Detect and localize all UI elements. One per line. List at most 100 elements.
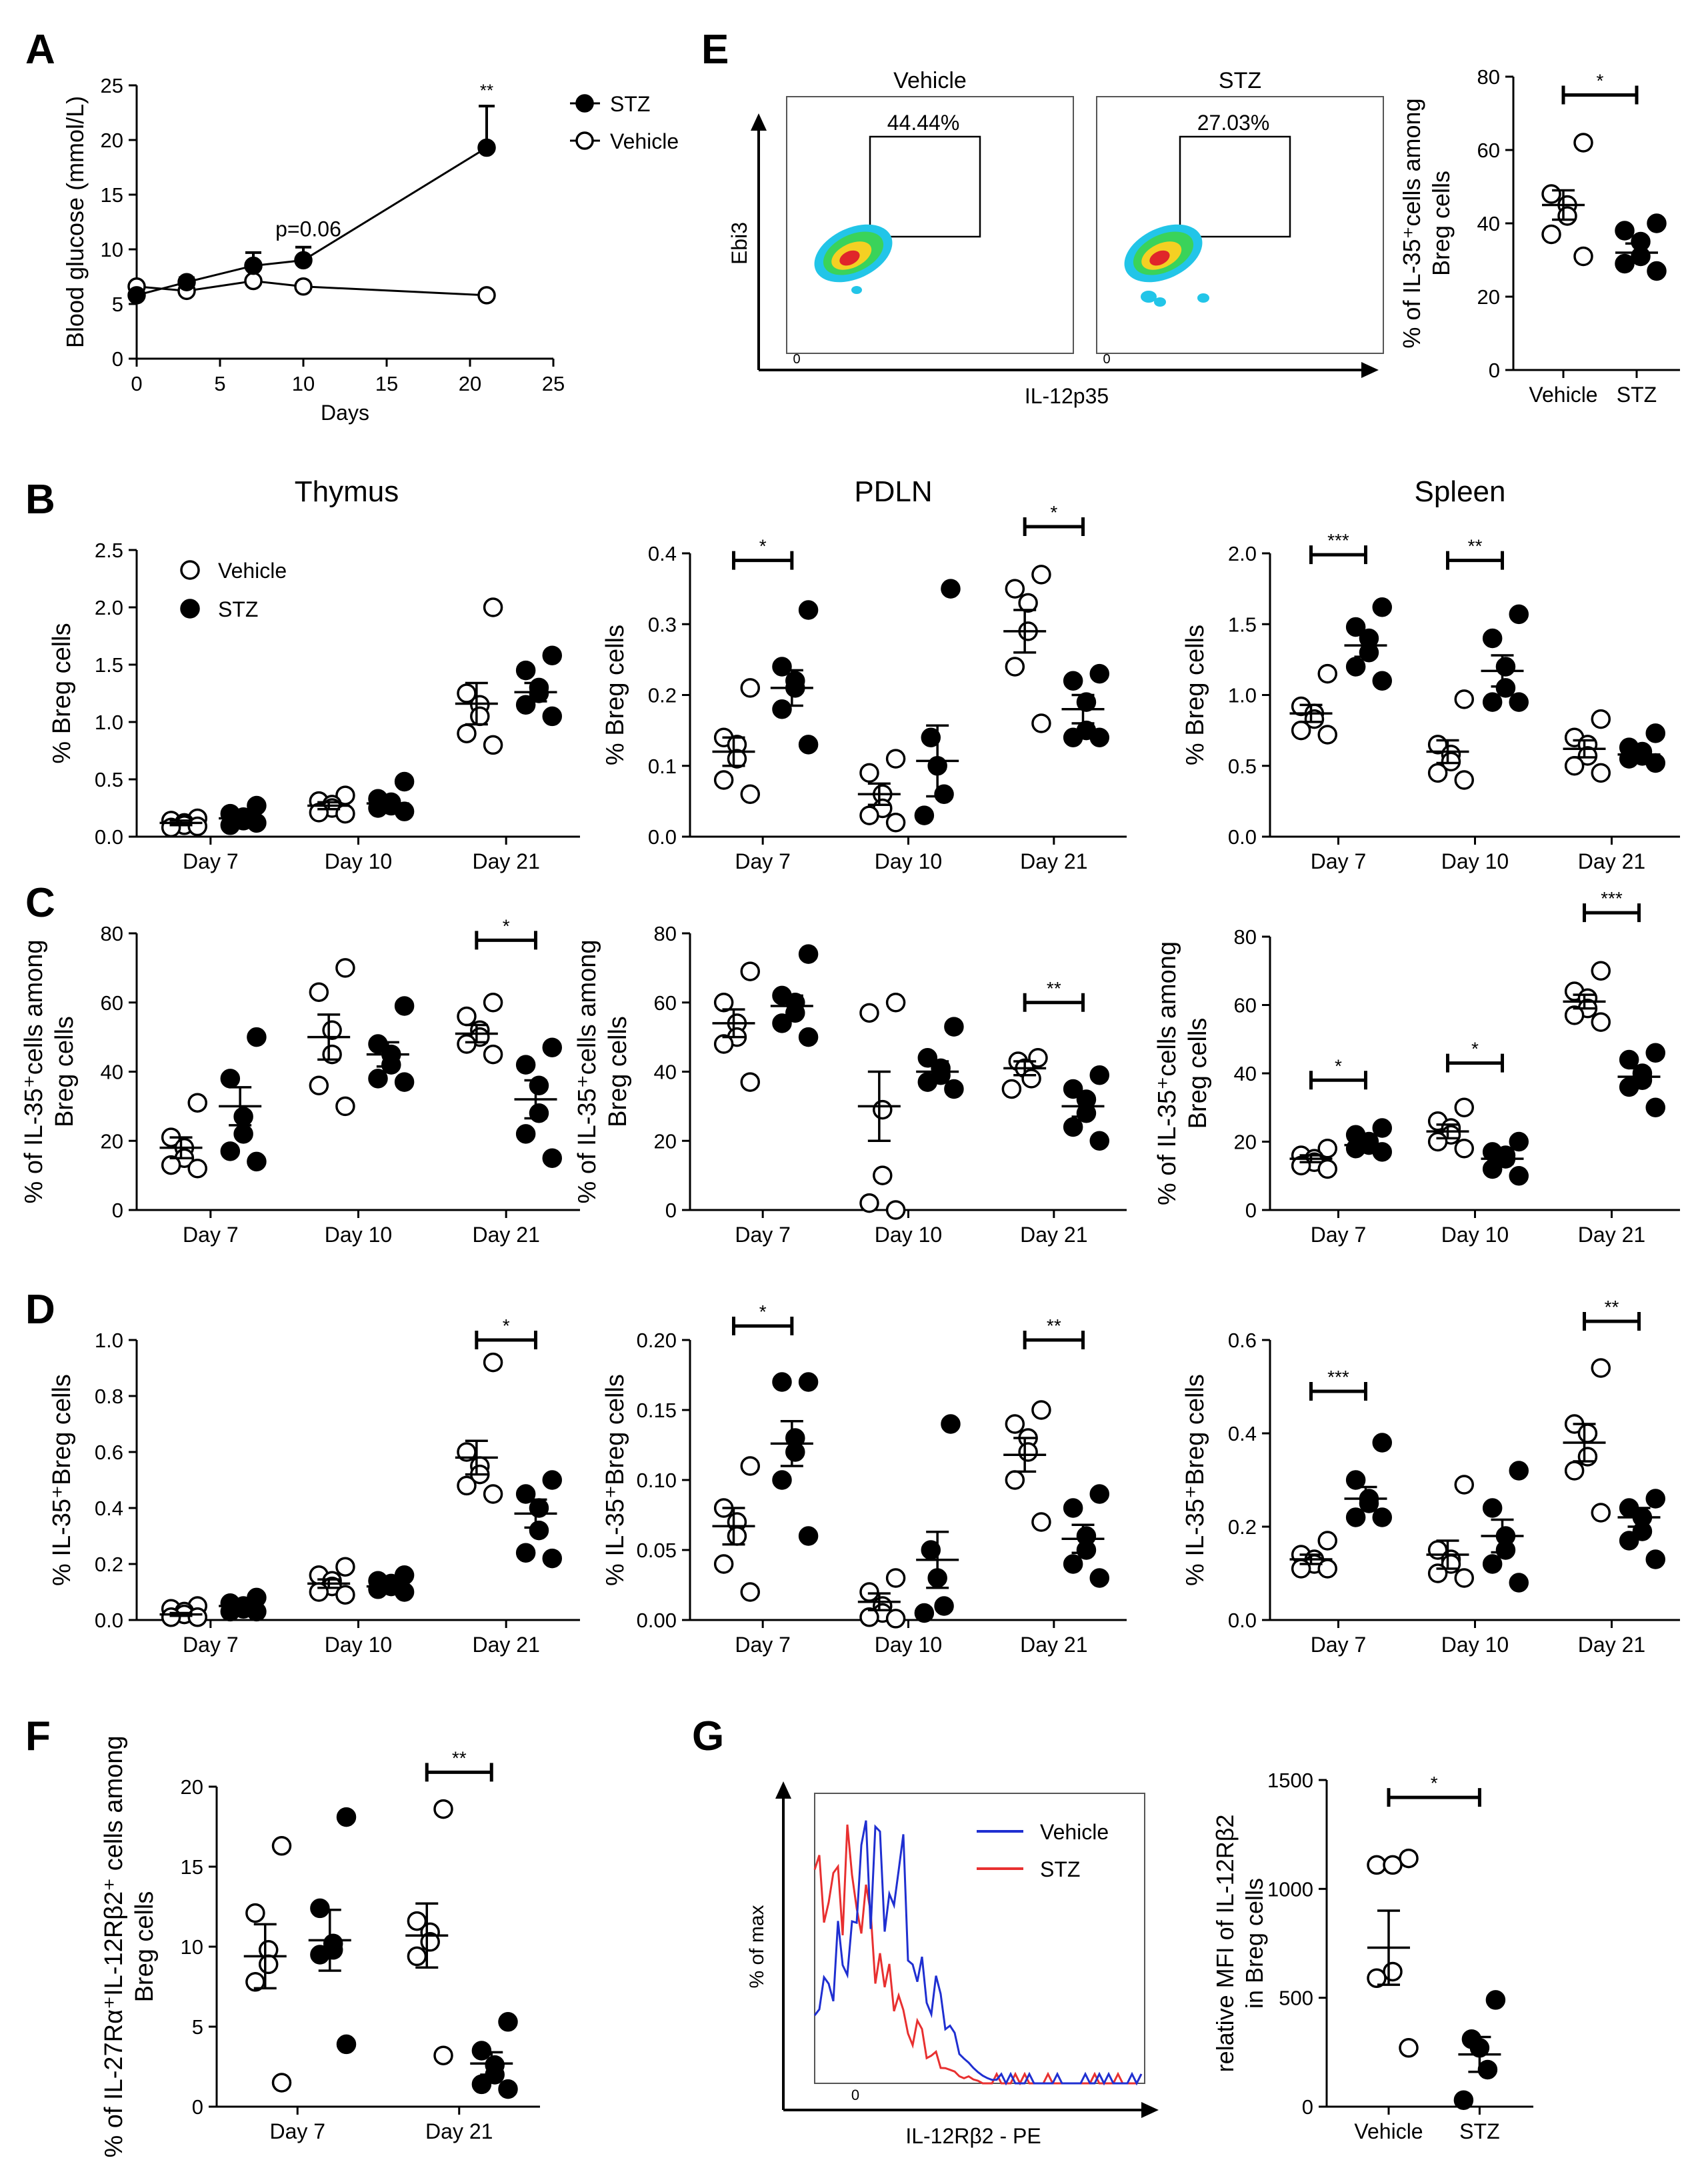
significance-label: ** (1605, 1297, 1619, 1317)
panel-label-d: D (25, 1287, 55, 1333)
density-dot (1154, 297, 1166, 307)
vehicle-point (1031, 1512, 1051, 1532)
stz-point (798, 1372, 819, 1392)
vehicle-point (1577, 1423, 1598, 1443)
x-tick-label: Day 10 (325, 1223, 392, 1247)
y-tick-label: 0 (1245, 1199, 1257, 1222)
vehicle-point (1564, 1461, 1585, 1481)
point (1615, 221, 1635, 241)
y-tick-label: 20 (181, 1775, 203, 1799)
x-tick-label: Day 21 (472, 1633, 539, 1657)
stz-point (1063, 1079, 1083, 1099)
y-tick-label: 2.0 (95, 596, 123, 619)
y-tick-label: 0.4 (1228, 1422, 1257, 1445)
y-tick-label: 0.5 (95, 768, 123, 791)
stz-point (941, 1414, 961, 1434)
stz-point (1509, 692, 1529, 712)
stz-point (1063, 1554, 1083, 1574)
stz-point (515, 1124, 536, 1144)
x-tick-label: Day 10 (875, 1633, 942, 1657)
stz-point (515, 695, 536, 715)
vehicle-point (433, 2045, 453, 2065)
vehicle-point (309, 1582, 329, 1602)
flow-plot-title: Vehicle (893, 68, 967, 93)
vehicle-point (187, 1159, 207, 1179)
stz-point (515, 1055, 536, 1075)
vehicle-point (1427, 1131, 1448, 1152)
chart-c-pdln: 0 20 40 60 80 % of IL-35⁺cells among Breg cell… (573, 922, 1127, 1247)
vehicle-point (1031, 1400, 1051, 1420)
stz-point (368, 1069, 388, 1089)
x-tick-label: Day 7 (1311, 1223, 1367, 1247)
legend-label: Vehicle (1040, 1820, 1109, 1844)
point (1453, 2090, 1474, 2110)
significance-label: * (759, 536, 767, 557)
vehicle-point (873, 1099, 893, 1120)
stz-point (1509, 1573, 1529, 1593)
column-title-spleen: Spleen (1414, 475, 1505, 508)
vehicle-point (1454, 689, 1474, 709)
vehicle-point (885, 749, 906, 769)
stz-point (785, 1442, 805, 1462)
x-tick-label: STZ (1617, 383, 1657, 407)
axis-zero-label: 0 (1103, 352, 1110, 367)
vehicle-point (335, 1096, 355, 1117)
data-point (294, 277, 313, 296)
stz-point (1482, 1498, 1503, 1518)
x-tick-label: 20 (459, 372, 481, 395)
vehicle-point (727, 1526, 747, 1546)
vehicle-point (1031, 565, 1051, 585)
vehicle-point (483, 1044, 503, 1065)
point (1383, 1855, 1403, 1875)
y-tick-label: 60 (1477, 139, 1500, 162)
stz-point (1089, 1065, 1109, 1085)
x-tick-label: 5 (214, 372, 225, 395)
chart-d-spleen: 0.0 0.2 0.4 0.6 % IL-35⁺Breg cells Day 7 Day 1… (1181, 1297, 1680, 1657)
column-title-thymus: Thymus (295, 475, 399, 508)
stz-point (772, 657, 792, 677)
point (1485, 1990, 1506, 2010)
stz-point (247, 1027, 267, 1047)
x-tick-label: Day 21 (425, 2119, 493, 2143)
y-tick-label: 0.0 (648, 825, 677, 849)
y-tick-label: 80 (654, 922, 677, 945)
vehicle-point (1005, 579, 1025, 599)
legend-marker (575, 131, 594, 150)
legend-marker (180, 560, 200, 580)
stz-point (1619, 1531, 1639, 1551)
stz-point (310, 1898, 330, 1919)
stz-point (1645, 1097, 1665, 1117)
point (1383, 1961, 1403, 1982)
stz-point (1063, 1498, 1083, 1518)
vehicle-point (457, 1475, 477, 1496)
vehicle-point (258, 1954, 279, 1975)
x-tick-label: Day 7 (735, 849, 791, 873)
stz-point (529, 1520, 549, 1541)
y-axis-label-cont: Breg cells (604, 1016, 632, 1127)
x-tick-label: Vehicle (1529, 383, 1597, 407)
vehicle-point (859, 1582, 879, 1602)
y-axis-label: % Breg cells (48, 623, 76, 763)
vehicle-point (187, 1093, 207, 1113)
stz-point (1495, 657, 1516, 677)
stz-point (798, 1027, 819, 1047)
y-tick-label: 0.1 (648, 755, 677, 778)
y-axis-label: % of IL-35⁺cells among (1398, 98, 1425, 348)
significance-label: * (503, 1315, 510, 1336)
vehicle-point (859, 1003, 879, 1023)
y-axis-label: % IL-35⁺Breg cells (601, 1374, 629, 1586)
stz-point (498, 2079, 518, 2099)
vehicle-point (740, 1456, 760, 1476)
vehicle-point (859, 763, 879, 783)
stz-point (934, 784, 954, 804)
vehicle-point (1564, 756, 1585, 776)
gate-percent: 44.44% (887, 111, 960, 135)
vehicle-point (457, 683, 477, 703)
vehicle-point (335, 803, 355, 824)
stz-point (542, 645, 562, 665)
chart-e-flow: Ebi3 IL-12p35 Vehicle 44.44% 0 STZ 27.03% 0 (727, 68, 1384, 408)
density-dot (1197, 293, 1209, 303)
stz-point (471, 2041, 492, 2061)
panel-label-e: E (701, 27, 729, 73)
y-tick-label: 1000 (1267, 1877, 1313, 1901)
